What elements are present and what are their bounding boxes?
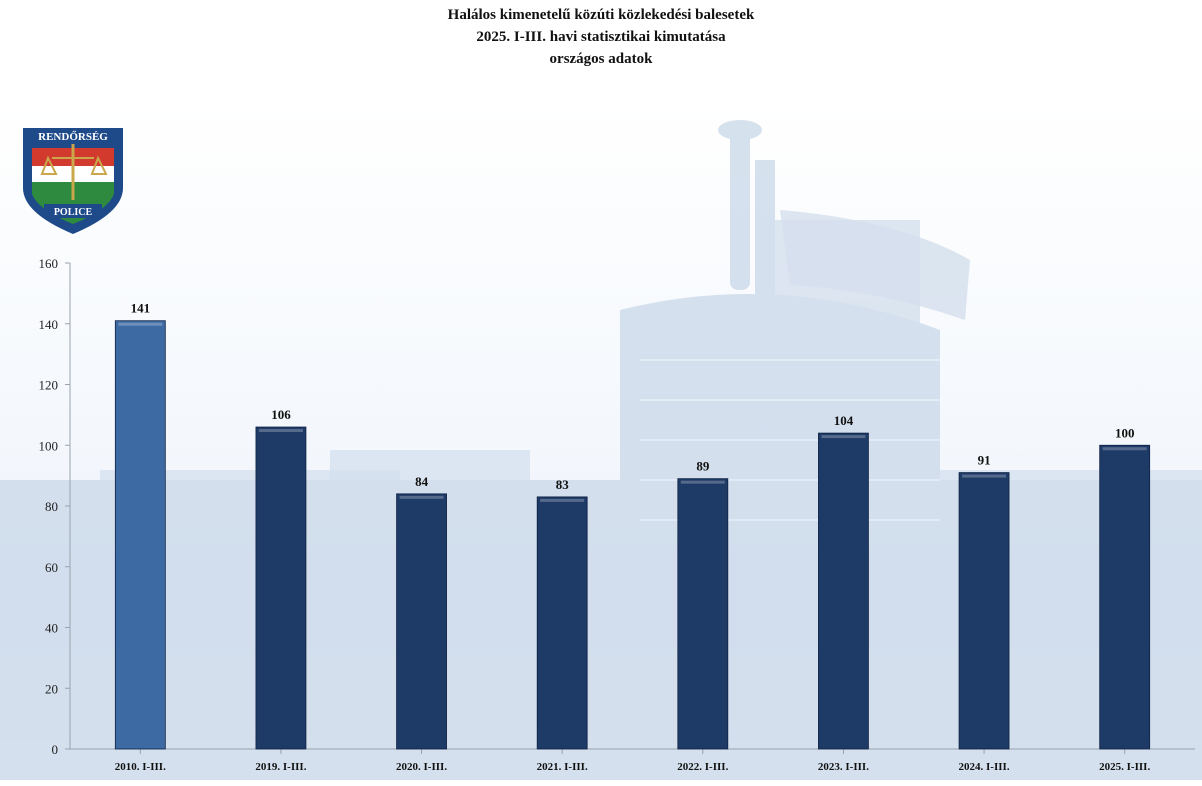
chart-subtitle-2: országos adatok xyxy=(549,51,653,67)
bar-highlight xyxy=(118,322,163,326)
bar-highlight xyxy=(680,480,725,484)
y-tick-label: 100 xyxy=(39,438,59,453)
bar xyxy=(114,320,166,750)
logo-bottom-text: POLICE xyxy=(54,207,93,218)
y-tick-label: 160 xyxy=(39,256,59,271)
data-label: 141 xyxy=(131,301,151,316)
x-tick-label: 2025. I-III. xyxy=(1099,761,1150,773)
bar-highlight xyxy=(399,495,444,499)
police-logo: RENDŐRSÉG POLICE xyxy=(23,128,123,234)
x-tick-label: 2020. I-III. xyxy=(396,761,447,773)
x-tick-label: 2022. I-III. xyxy=(677,761,728,773)
data-label: 89 xyxy=(696,459,710,474)
x-tick-label: 2024. I-III. xyxy=(959,761,1010,773)
chart-subtitle: 2025. I-III. havi statisztikai kimutatás… xyxy=(476,29,726,45)
y-tick-label: 140 xyxy=(39,317,59,332)
chart-labels: 141 2010. I-III. 106 2019. I-III. 84 2020. I-… xyxy=(115,301,1151,773)
y-tick-label: 60 xyxy=(45,560,58,575)
chart-title: Halálos kimenetelű közúti közlekedési ba… xyxy=(447,7,755,23)
bar-highlight xyxy=(962,474,1007,478)
bar xyxy=(677,478,729,750)
bar xyxy=(255,426,307,750)
bar xyxy=(958,472,1010,750)
bar-highlight xyxy=(540,498,585,502)
data-label: 91 xyxy=(978,453,991,468)
bar xyxy=(396,493,447,750)
data-label: 106 xyxy=(271,407,291,422)
y-tick-label: 20 xyxy=(45,681,58,696)
data-label: 83 xyxy=(556,477,570,492)
x-tick-label: 2019. I-III. xyxy=(255,761,306,773)
chart-bars xyxy=(114,320,1151,750)
logo-top-text: RENDŐRSÉG xyxy=(38,131,108,143)
x-tick-label: 2023. I-III. xyxy=(818,761,869,773)
data-label: 100 xyxy=(1115,425,1135,440)
chart-axes: 0 20 40 60 80 100 120 140 160 xyxy=(39,256,1195,757)
y-tick-label: 80 xyxy=(45,499,58,514)
y-tick-label: 0 xyxy=(52,742,59,757)
y-tick-label: 120 xyxy=(39,378,59,393)
bar xyxy=(818,432,869,750)
bar-highlight xyxy=(258,429,303,433)
y-tick-label: 40 xyxy=(45,621,58,636)
data-label: 104 xyxy=(834,413,854,428)
bar-highlight xyxy=(821,435,866,439)
chart-title-block: Halálos kimenetelű közúti közlekedési ba… xyxy=(0,4,1202,70)
bar xyxy=(1099,444,1151,750)
bar xyxy=(536,496,588,750)
bar-highlight xyxy=(1102,447,1147,451)
x-tick-label: 2021. I-III. xyxy=(537,761,588,773)
x-tick-label: 2010. I-III. xyxy=(115,761,166,773)
data-label: 84 xyxy=(415,474,429,489)
